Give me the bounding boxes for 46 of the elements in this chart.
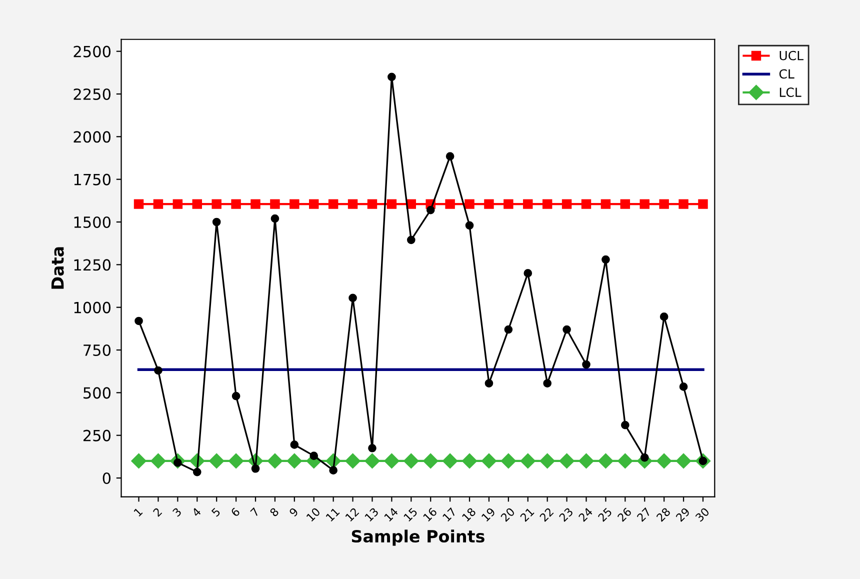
y-tick-label: 500 — [84, 387, 111, 399]
x-axis-title: Sample Points — [352, 530, 484, 546]
y-tick-label: 2500 — [74, 46, 111, 58]
x-tick-label: 28 — [656, 507, 671, 522]
x-tick-label: 25 — [598, 507, 612, 522]
y-tick-label: 1000 — [74, 302, 111, 314]
x-tick-label: 23 — [558, 507, 574, 522]
y-tick-label: 750 — [84, 344, 111, 356]
x-tick-label: 24 — [578, 507, 593, 522]
x-tick-label: 22 — [539, 507, 554, 522]
x-tick-label: 1 — [134, 507, 143, 517]
legend-label: LCL — [780, 88, 802, 97]
y-tick-label: 2000 — [74, 131, 111, 143]
x-tick-label: 9 — [288, 507, 299, 518]
x-tick-label: 13 — [364, 507, 379, 522]
x-tick-label: 18 — [462, 507, 476, 522]
y-tick-label: 0 — [102, 472, 111, 484]
x-tick-label: 15 — [403, 507, 418, 522]
x-tick-label: 16 — [422, 507, 438, 522]
x-tick-label: 4 — [191, 507, 202, 518]
x-tick-label: 7 — [250, 507, 260, 517]
x-tick-label: 29 — [675, 507, 690, 522]
x-tick-label: 6 — [230, 507, 240, 518]
y-tick-label: 1750 — [74, 174, 111, 186]
y-axis-title: Data — [51, 247, 64, 289]
x-tick-label: 2 — [152, 507, 162, 517]
y-tick-label: 250 — [83, 430, 111, 442]
x-tick-label: 10 — [306, 507, 321, 522]
x-tick-label: 3 — [172, 507, 182, 517]
x-tick-label: 20 — [500, 507, 516, 522]
x-tick-label: 8 — [269, 507, 280, 518]
x-tick-label: 17 — [442, 507, 457, 522]
y-tick-label: 1500 — [74, 216, 111, 228]
x-tick-label: 30 — [694, 507, 710, 522]
x-tick-label: 5 — [211, 507, 221, 517]
legend-label: CL — [779, 69, 794, 79]
x-tick-label: 12 — [344, 507, 360, 522]
x-tick-label: 14 — [384, 507, 398, 522]
y-tick-label: 1250 — [74, 259, 111, 271]
x-tick-label: 11 — [326, 507, 340, 522]
x-tick-label: 26 — [617, 507, 632, 522]
x-tick-label: 27 — [636, 507, 652, 522]
x-tick-label: 21 — [520, 507, 534, 522]
legend-label: UCL — [780, 50, 804, 60]
x-tick-label: 19 — [481, 507, 496, 522]
y-tick-label: 2250 — [74, 88, 111, 100]
